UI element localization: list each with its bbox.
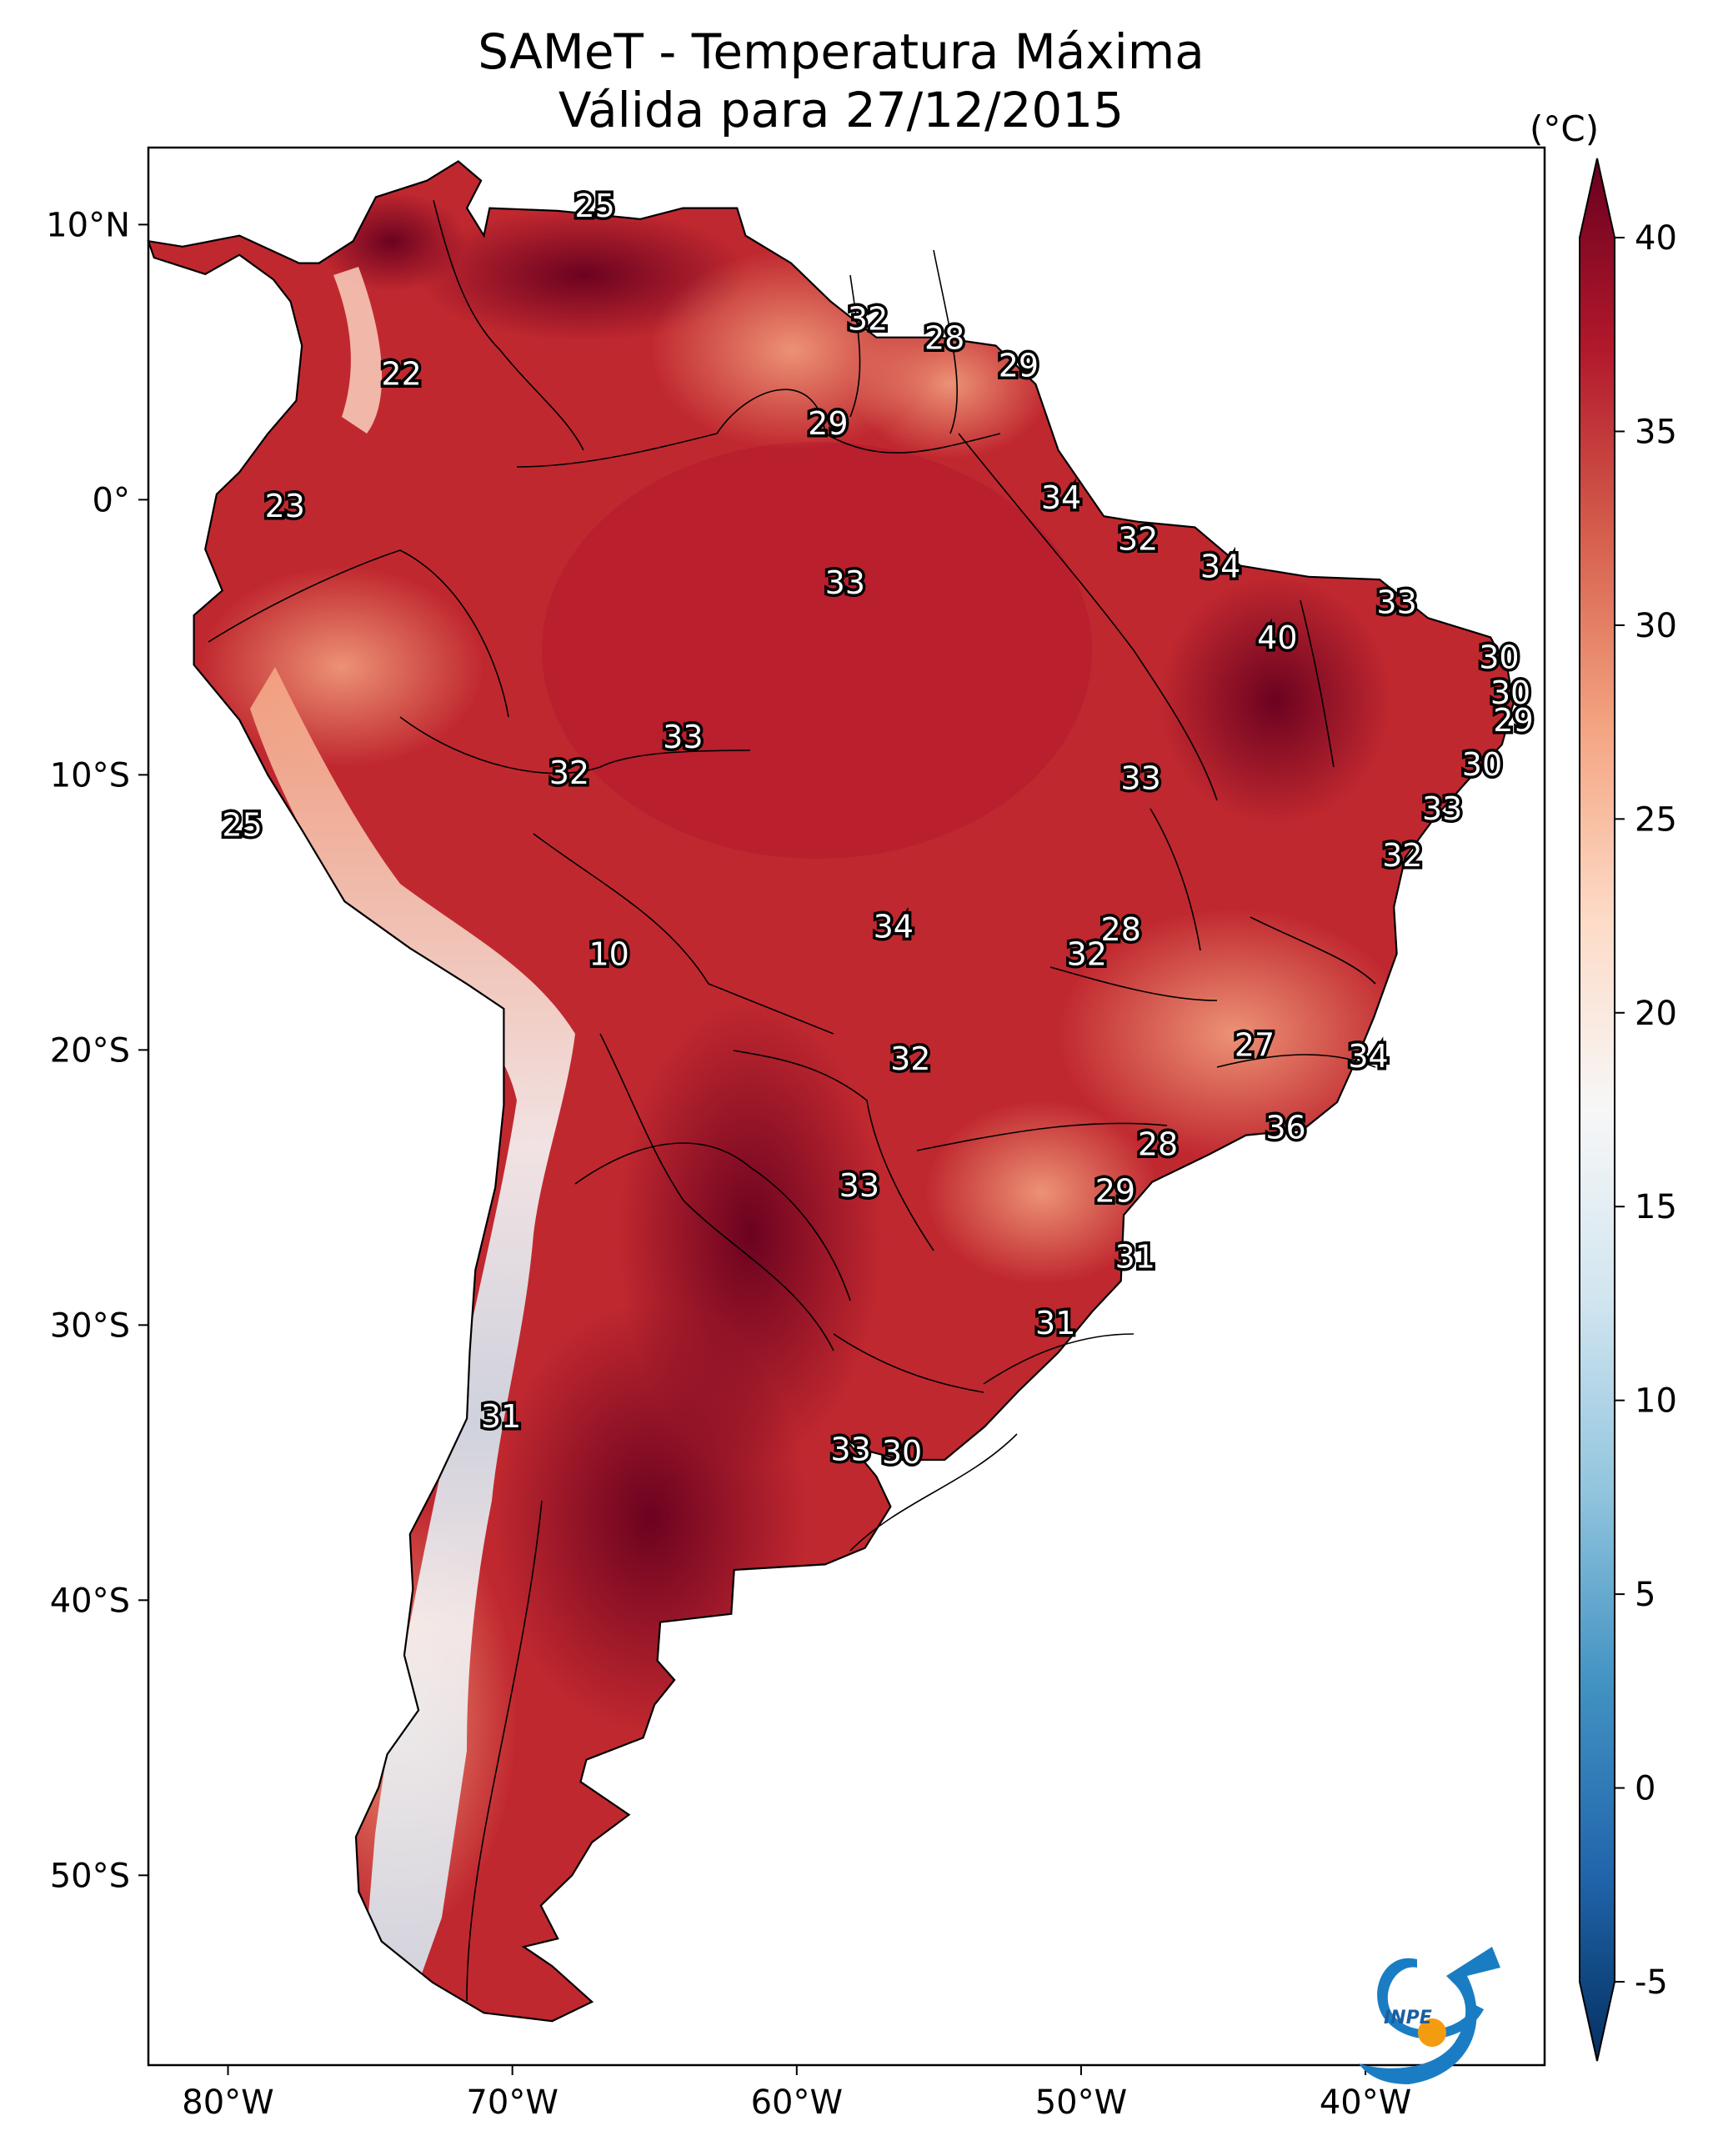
lat-tick-label-2: 10°S: [50, 756, 130, 795]
temperature-label-4: 22: [381, 355, 421, 392]
colorbar-tick-label-1: 35: [1635, 413, 1677, 451]
temperature-label-24: 34: [874, 909, 914, 945]
temperature-label-18: 32: [549, 755, 589, 791]
temperature-label-33: 29: [1095, 1172, 1135, 1209]
lon-tick-label-0: 80°W: [182, 2083, 273, 2122]
temperature-label-32: 33: [839, 1167, 879, 1204]
colorbar-tick-label-8: 0: [1635, 1770, 1655, 1808]
temperature-label-3: 29: [999, 347, 1039, 384]
temperature-label-37: 33: [830, 1431, 870, 1468]
inpe-logo: INPE: [1359, 1947, 1500, 2084]
title-line-2: Válida para 27/12/2015: [558, 82, 1124, 138]
inpe-logo-text: INPE: [1384, 2008, 1432, 2028]
temperature-label-36: 31: [481, 1398, 521, 1435]
temperature-label-25: 28: [1101, 911, 1141, 948]
temperature-label-23: 10: [589, 936, 629, 973]
lat-tick-label-4: 30°S: [50, 1306, 130, 1345]
colorbar-tick-label-0: 40: [1635, 219, 1677, 258]
temperature-label-5: 29: [808, 405, 848, 442]
temperature-label-28: 34: [1348, 1038, 1388, 1075]
temperature-label-2: 28: [924, 319, 964, 356]
temperature-label-15: 29: [1493, 702, 1533, 739]
lat-tick-label-1: 0°: [93, 481, 130, 519]
temperature-label-38: 30: [882, 1434, 922, 1471]
colorbar-tick-label-6: 10: [1635, 1382, 1677, 1421]
temperature-label-34: 31: [1115, 1239, 1155, 1276]
lat-tick-label-3: 20°S: [50, 1031, 130, 1070]
temperature-label-16: 30: [1462, 746, 1502, 783]
temperature-label-31: 28: [1138, 1126, 1178, 1162]
colorbar-tick-label-9: -5: [1635, 1963, 1668, 2002]
colorbar-tick-label-4: 20: [1635, 995, 1677, 1033]
lon-tick-label-1: 70°W: [466, 2083, 558, 2122]
temperature-label-10: 33: [1376, 584, 1416, 620]
temperature-label-20: 33: [1422, 790, 1462, 827]
temperature-label-21: 25: [222, 807, 262, 844]
colorbar-tick-label-7: 5: [1635, 1576, 1655, 1614]
colorbar-tick-label-3: 25: [1635, 800, 1677, 839]
lat-tick-label-5: 40°S: [50, 1582, 130, 1620]
temperature-label-1: 32: [848, 300, 888, 337]
colorbar-tick-label-2: 30: [1635, 607, 1677, 645]
temperature-label-7: 23: [265, 488, 305, 524]
colorbar: 40 35 30 25 20 15 10 5 0 -5: [1579, 158, 1677, 2062]
temperature-label-0: 25: [574, 188, 614, 224]
colorbar-tick-label-5: 15: [1635, 1188, 1677, 1226]
lat-tick-label-0: 10°N: [46, 206, 130, 244]
temperature-label-14: 30: [1490, 674, 1530, 711]
temperature-label-6: 34: [1041, 479, 1081, 516]
map-axes: 80°W 70°W 60°W 50°W 40°W 10°N 0° 10°S 20°S 30°S 40…: [46, 206, 1411, 2122]
temperature-label-29: 32: [890, 1040, 930, 1077]
temperature-label-19: 33: [1120, 760, 1160, 796]
temperature-label-8: 32: [1118, 520, 1158, 557]
temperature-label-12: 40: [1257, 619, 1297, 656]
temperature-label-27: 27: [1235, 1027, 1275, 1064]
temperature-label-35: 31: [1035, 1305, 1075, 1341]
temperature-label-13: 30: [1479, 639, 1519, 675]
temperature-label-11: 33: [825, 564, 865, 601]
lon-tick-label-4: 40°W: [1320, 2083, 1411, 2122]
country-borders: [208, 199, 1376, 2002]
temperature-label-26: 32: [1067, 936, 1107, 973]
lat-tick-label-6: 50°S: [50, 1857, 130, 1895]
temperature-label-9: 34: [1200, 548, 1240, 584]
temperature-label-17: 33: [663, 719, 703, 755]
temperature-label-30: 36: [1265, 1110, 1305, 1146]
temperature-label-22: 32: [1382, 837, 1422, 874]
title-line-1: SAMeT - Temperatura Máxima: [478, 23, 1205, 80]
lon-tick-label-2: 60°W: [751, 2083, 843, 2122]
colorbar-unit: (°C): [1530, 108, 1600, 149]
lon-tick-label-3: 50°W: [1035, 2083, 1127, 2122]
